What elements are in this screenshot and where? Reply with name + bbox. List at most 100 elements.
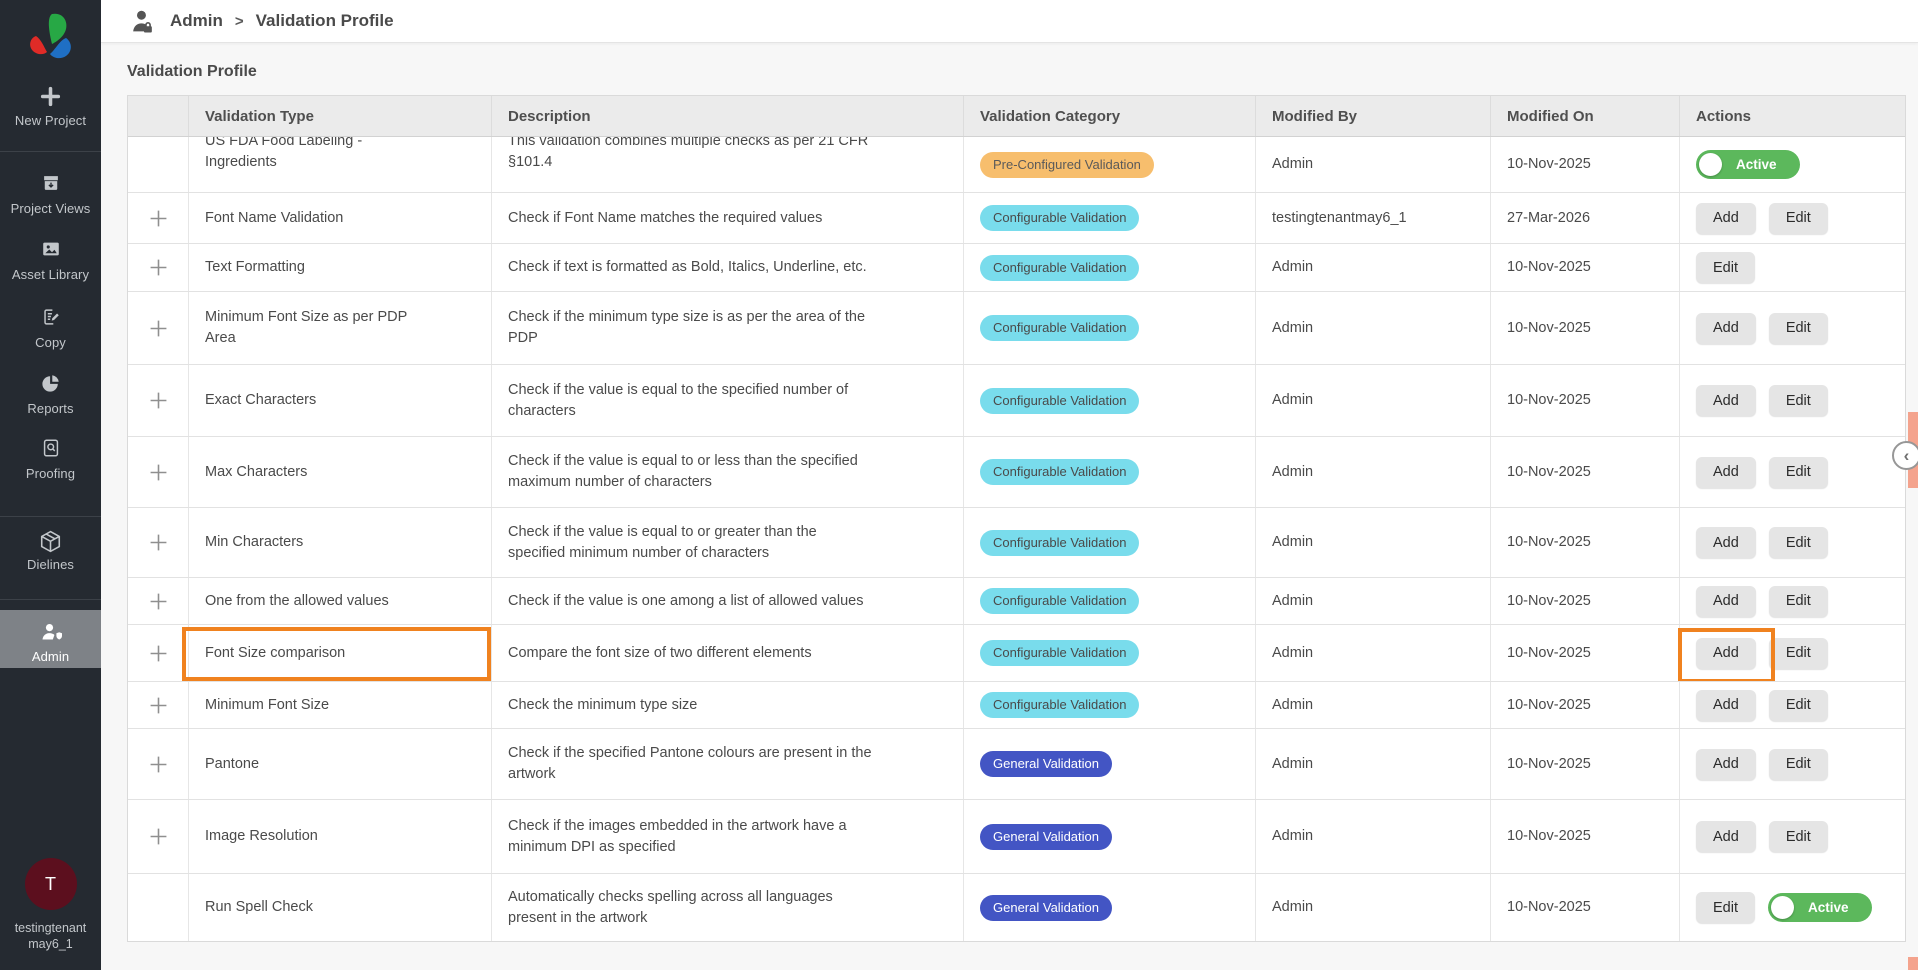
user-avatar[interactable]: T [24,858,77,910]
sidebar-divider [0,599,101,600]
category-badge: General Validation [980,823,1112,850]
add-button[interactable]: Add [1696,312,1756,344]
sidebar-item-label: Reports [27,401,74,416]
validation-type-cell: Exact Characters [189,365,492,436]
toggle-knob [1699,153,1722,176]
description-cell: Check if the images embedded in the artw… [492,800,964,873]
category-badge: General Validation [980,894,1112,921]
project-views-icon [0,172,101,198]
table-row: Min Characters Check if the value is equa… [128,507,1905,577]
add-button[interactable]: Add [1696,585,1756,617]
expand-plus-icon[interactable] [149,827,168,846]
edit-button[interactable]: Edit [1768,689,1828,721]
modified-on-cell: 10-Nov-2025 [1491,137,1680,192]
sidebar-divider [0,516,101,517]
description-text: Check if the specified Pantone colours a… [508,745,872,782]
table-row: Pantone Check if the specified Pantone co… [128,728,1905,799]
expand-plus-icon[interactable] [149,391,168,410]
sidebar-item-project-views[interactable]: Project Views [0,172,101,216]
table-row: Run Spell Check Automatically checks spel… [128,873,1905,941]
validation-type-text: Exact Characters [205,392,317,408]
edit-button[interactable]: Edit [1768,456,1828,488]
expand-plus-icon[interactable] [149,755,168,774]
sidebar-item-reports[interactable]: Reports [0,372,101,416]
expand-plus-icon[interactable] [149,696,168,715]
add-button[interactable]: Add [1696,637,1756,669]
validation-type-text: Text Formatting [205,259,305,275]
edit-button[interactable]: Edit [1768,748,1828,780]
edit-button[interactable]: Edit [1768,637,1828,669]
expand-plus-icon[interactable] [149,463,168,482]
edit-button[interactable]: Edit [1768,585,1828,617]
edit-button[interactable]: Edit [1696,892,1755,923]
expand-plus-icon[interactable] [149,319,168,338]
validation-category-cell: Configurable Validation [964,625,1256,681]
modified-on-cell: 10-Nov-2025 [1491,508,1680,577]
modified-on-text: 10-Nov-2025 [1507,392,1591,408]
sidebar-divider [0,151,101,152]
add-button[interactable]: Add [1696,202,1756,234]
description-cell: Automatically checks spelling across all… [492,874,964,941]
active-toggle[interactable]: Active [1696,150,1800,179]
asset-library-icon [0,238,101,264]
modified-by-text: Admin [1272,319,1314,336]
add-button[interactable]: Add [1696,689,1756,721]
description-text: This validation combines multiple checks… [508,137,869,170]
modified-on-cell: 10-Nov-2025 [1491,437,1680,507]
edit-button[interactable]: Edit [1768,385,1828,416]
validation-category-cell: Configurable Validation [964,682,1256,728]
edit-button[interactable]: Edit [1768,527,1828,558]
actions-cell: Add Edit [1680,365,1905,436]
validation-type-text: Font Size comparison [205,644,346,661]
category-badge: Configurable Validation [980,640,1140,666]
sidebar-item-asset-library[interactable]: Asset Library [0,238,101,282]
expand-plus-icon[interactable] [149,258,168,277]
edit-button[interactable]: Edit [1696,252,1755,283]
category-badge: Configurable Validation [980,254,1140,281]
validation-type-text: Minimum Font Size as per PDP Area [205,309,408,346]
edit-button[interactable]: Edit [1768,312,1828,344]
category-badge: Configurable Validation [980,315,1140,341]
active-toggle[interactable]: Active [1768,893,1872,922]
sidebar-item-proofing[interactable]: Proofing [0,437,101,481]
modified-by-cell: Admin [1256,874,1491,941]
validation-type-cell: Minimum Font Size as per PDP Area [189,292,492,364]
table-row: Font Size comparison Compare the font siz… [128,624,1905,681]
breadcrumb-admin[interactable]: Admin [170,11,223,30]
modified-by-cell: Admin [1256,137,1491,192]
modified-by-text: Admin [1272,644,1314,661]
description-cell: Check if the value is equal to or greate… [492,508,964,577]
app-logo[interactable] [0,6,101,71]
add-button[interactable]: Add [1696,748,1756,780]
sidebar-item-admin[interactable]: Admin [0,610,101,668]
expand-plus-icon[interactable] [149,644,168,663]
sidebar-item-dielines[interactable]: Dielines [0,528,101,572]
modified-on-text: 10-Nov-2025 [1507,463,1591,480]
add-button[interactable]: Add [1696,821,1756,852]
sidebar-item-copy[interactable]: Copy [0,306,101,350]
expand-plus-icon[interactable] [149,592,168,611]
edit-button[interactable]: Edit [1768,821,1828,852]
add-button[interactable]: Add [1696,385,1756,416]
edit-button[interactable]: Edit [1768,202,1828,234]
sidebar-item-label: New Project [14,113,87,128]
horizontal-scrollbar-thumb[interactable] [1908,957,1918,970]
row-expand-cell [128,682,189,728]
collapse-panel-button[interactable]: ‹ [1892,441,1918,470]
description-text: Check if Font Name matches the required … [508,209,823,226]
sidebar-item-new-project[interactable]: New Project [0,84,101,128]
add-button[interactable]: Add [1696,527,1756,558]
category-badge: Pre-Configured Validation [980,151,1154,178]
category-badge: Configurable Validation [980,588,1140,614]
column-header-validation-type: Validation Type [189,96,492,136]
column-header-actions: Actions [1696,107,1752,125]
actions-cell: Add Edit [1680,578,1905,624]
add-button[interactable]: Add [1696,456,1756,488]
modified-by-text: Admin [1272,156,1314,172]
table-row: Text Formatting Check if text is formatte… [128,243,1905,291]
expand-plus-icon[interactable] [149,533,168,552]
expand-plus-icon[interactable] [149,209,168,228]
description-cell: Check the minimum type size [492,682,964,728]
validation-type-text: Minimum Font Size [205,696,330,713]
description-text: Check the minimum type size [508,696,698,713]
